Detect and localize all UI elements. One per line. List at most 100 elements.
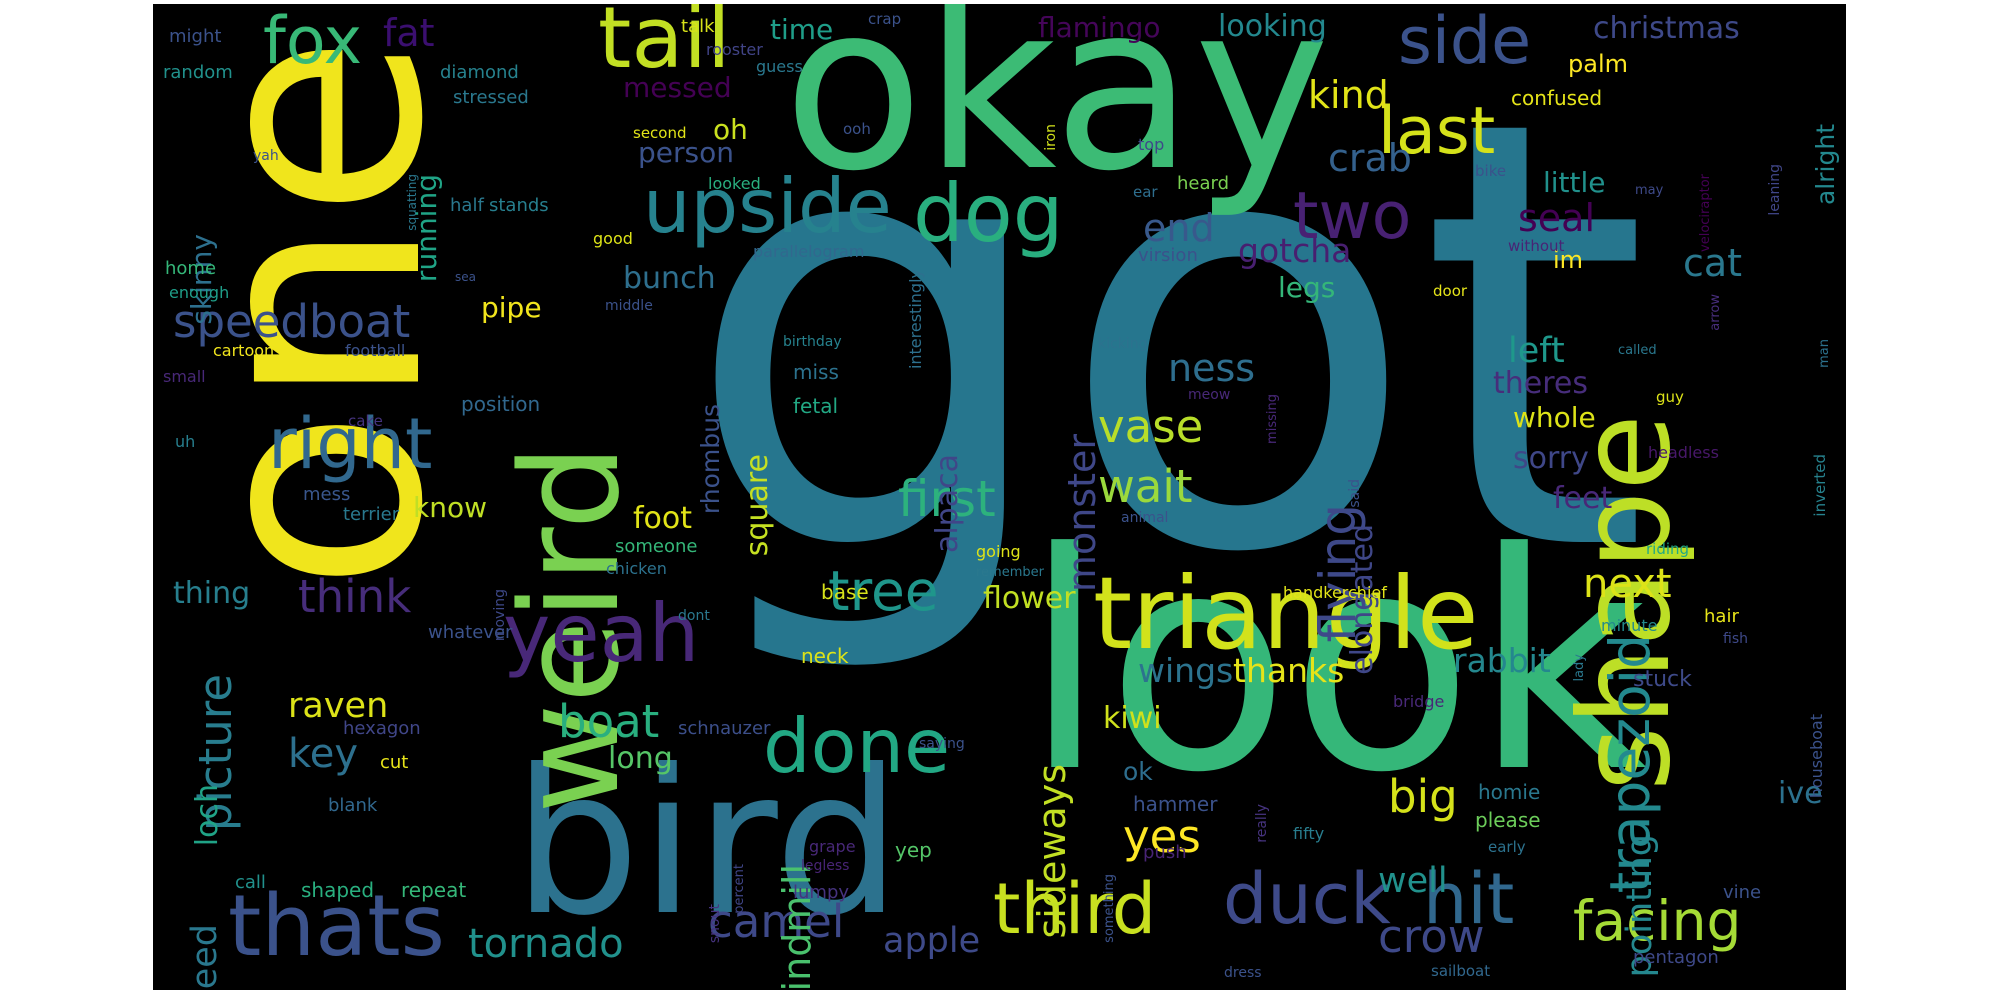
word-dog: dog bbox=[913, 167, 1064, 260]
word-cut: cut bbox=[380, 752, 409, 773]
word-good: good bbox=[593, 229, 633, 248]
word-mess: mess bbox=[303, 484, 351, 505]
word-iron: iron bbox=[1043, 124, 1059, 151]
word-ear: ear bbox=[1133, 183, 1158, 201]
word-houseboat: houseboat bbox=[1807, 714, 1826, 799]
word-two: two bbox=[1293, 179, 1412, 254]
word-cloud: got one look okay bird weird shape triangle tail… bbox=[153, 4, 1846, 990]
word-schnauzer: schnauzer bbox=[678, 718, 771, 739]
word-hit: hit bbox=[1423, 858, 1515, 940]
word-random: random bbox=[163, 62, 233, 83]
word-whole: whole bbox=[1513, 401, 1596, 434]
word-kicking: kicking bbox=[1098, 336, 1148, 352]
word-hammer: hammer bbox=[1133, 792, 1218, 816]
word-snout: snout bbox=[707, 904, 723, 944]
word-camel: camel bbox=[708, 895, 845, 948]
word-position: position bbox=[461, 392, 541, 416]
word-pentagon: pentagon bbox=[1633, 947, 1719, 968]
word-top: top bbox=[1138, 135, 1165, 154]
word-someone: someone bbox=[615, 536, 698, 557]
word-minute: minute bbox=[1601, 616, 1658, 635]
word-raven: raven bbox=[288, 686, 389, 726]
word-person: person bbox=[638, 136, 734, 169]
word-fifty: fifty bbox=[1293, 824, 1325, 843]
word-remember: remember bbox=[976, 565, 1044, 580]
word-fox: fox bbox=[263, 4, 363, 79]
word-velociraptor: velociraptor bbox=[1698, 174, 1713, 252]
word-end: end bbox=[1143, 206, 1215, 250]
word-cake: cake bbox=[348, 412, 383, 430]
word-middle: middle bbox=[605, 298, 653, 314]
word-sailboat: sailboat bbox=[1431, 962, 1491, 980]
word-door: door bbox=[1433, 282, 1468, 300]
word-rooster: rooster bbox=[706, 40, 763, 59]
word-saying: saying bbox=[919, 736, 965, 752]
word-moving: moving bbox=[492, 589, 508, 642]
word-shaped: shaped bbox=[301, 878, 375, 902]
word-tail: tail bbox=[598, 4, 731, 88]
word-wings: wings bbox=[1138, 651, 1234, 690]
word-may: may bbox=[1635, 183, 1664, 198]
word-arrow: arrow bbox=[1708, 294, 1723, 331]
word-uh: uh bbox=[175, 432, 196, 451]
word-blank: blank bbox=[328, 795, 378, 816]
word-headless: headless bbox=[1648, 443, 1719, 462]
word-whatever: whatever bbox=[428, 622, 513, 643]
word-christmas: christmas bbox=[1593, 11, 1740, 46]
word-yeah: yeah bbox=[503, 587, 700, 680]
word-legs: legs bbox=[1278, 271, 1336, 304]
word-might: might bbox=[169, 26, 222, 47]
word-lumpy: lumpy bbox=[793, 882, 850, 903]
word-ooh: ooh bbox=[843, 120, 871, 138]
word-something: something bbox=[1102, 874, 1117, 943]
word-boat: boat bbox=[558, 695, 660, 748]
word-big: big bbox=[1388, 770, 1458, 823]
word-bird: bird bbox=[513, 727, 902, 960]
word-base: base bbox=[821, 580, 869, 604]
word-really: really bbox=[1254, 804, 1270, 843]
word-long: long bbox=[608, 741, 673, 776]
word-pipe: pipe bbox=[481, 291, 542, 324]
word-home: home bbox=[165, 258, 217, 279]
word-man: man bbox=[1817, 339, 1832, 368]
word-crab: crab bbox=[1328, 136, 1412, 180]
word-said: said bbox=[1347, 479, 1363, 508]
word-cat: cat bbox=[1683, 241, 1743, 285]
word-stuck: stuck bbox=[1633, 667, 1692, 692]
word-hexagon: hexagon bbox=[343, 718, 421, 739]
word-im: im bbox=[1553, 246, 1584, 274]
word-right: right bbox=[268, 403, 433, 485]
word-key: key bbox=[288, 731, 359, 777]
word-percent: percent bbox=[732, 864, 747, 914]
word-foot: foot bbox=[633, 501, 693, 536]
word-sideways: sideways bbox=[1030, 764, 1074, 939]
word-ive: ive bbox=[1778, 776, 1823, 811]
word-please: please bbox=[1475, 808, 1541, 832]
word-monster: monster bbox=[1060, 434, 1104, 593]
word-repeat: repeat bbox=[401, 878, 467, 902]
word-first: first bbox=[898, 470, 996, 528]
word-theres: theres bbox=[1493, 366, 1588, 401]
word-okay: okay bbox=[783, 4, 1330, 222]
word-animal: animal bbox=[1121, 510, 1169, 526]
word-wait: wait bbox=[1098, 460, 1193, 513]
word-triangle: triangle bbox=[1093, 555, 1479, 672]
word-apple: apple bbox=[883, 921, 981, 961]
word-push: push bbox=[1143, 842, 1187, 863]
word-interestingly: interestingly bbox=[906, 269, 925, 370]
word-tornado: tornado bbox=[468, 921, 624, 967]
word-stands: stands bbox=[489, 195, 549, 216]
word-half: half bbox=[450, 195, 484, 216]
word-next: next bbox=[1583, 561, 1672, 607]
word-rabbit: rabbit bbox=[1453, 641, 1551, 680]
word-speedboat: speedboat bbox=[173, 295, 411, 348]
word-look: look bbox=[1023, 489, 1648, 838]
word-crow: crow bbox=[1378, 910, 1485, 963]
word-left: left bbox=[1508, 331, 1565, 371]
word-flower: flower bbox=[983, 581, 1076, 616]
word-football: football bbox=[345, 341, 406, 360]
word-riding: riding bbox=[1646, 540, 1690, 558]
word-fish: fish bbox=[1723, 631, 1748, 647]
word-lady: lady bbox=[1572, 654, 1587, 682]
word-terrier: terrier bbox=[343, 504, 400, 525]
